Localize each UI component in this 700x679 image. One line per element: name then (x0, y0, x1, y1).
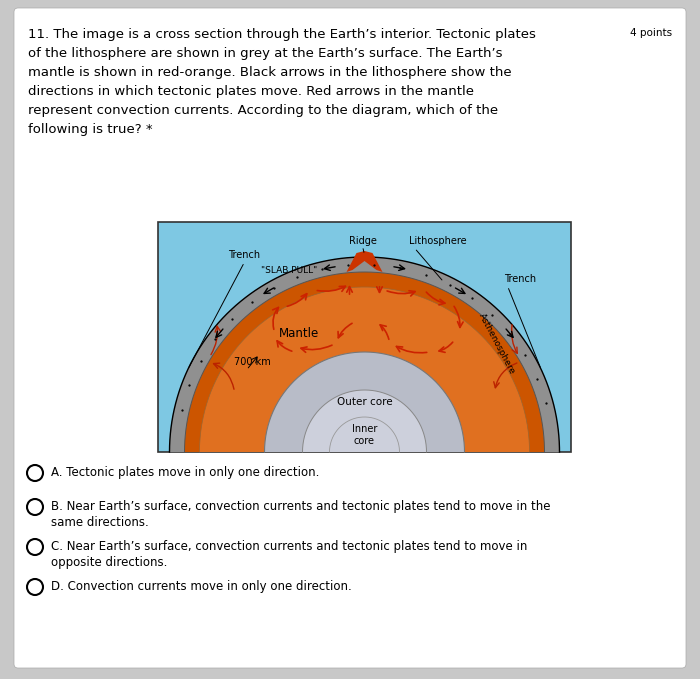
Text: A. Tectonic plates move in only one direction.: A. Tectonic plates move in only one dire… (51, 466, 319, 479)
Text: 11. The image is a cross section through the Earth’s interior. Tectonic plates: 11. The image is a cross section through… (28, 28, 536, 41)
Text: represent convection currents. According to the diagram, which of the: represent convection currents. According… (28, 104, 498, 117)
Text: mantle is shown in red-orange. Black arrows in the lithosphere show the: mantle is shown in red-orange. Black arr… (28, 66, 512, 79)
Text: same directions.: same directions. (51, 516, 148, 529)
Polygon shape (185, 272, 545, 452)
Text: B. Near Earth’s surface, convection currents and tectonic plates tend to move in: B. Near Earth’s surface, convection curr… (51, 500, 550, 513)
Text: D. Convection currents move in only one direction.: D. Convection currents move in only one … (51, 580, 351, 593)
Text: Asthenosphere: Asthenosphere (477, 312, 517, 376)
Polygon shape (169, 257, 559, 452)
FancyBboxPatch shape (14, 8, 686, 668)
Text: Outer core: Outer core (337, 397, 392, 407)
Text: following is true? *: following is true? * (28, 123, 153, 136)
Text: C. Near Earth’s surface, convection currents and tectonic plates tend to move in: C. Near Earth’s surface, convection curr… (51, 540, 527, 553)
Text: Mantle: Mantle (279, 327, 320, 340)
Text: Lithosphere: Lithosphere (410, 236, 467, 246)
Text: 4 points: 4 points (630, 28, 672, 38)
Text: Ridge: Ridge (349, 236, 377, 246)
Text: opposite directions.: opposite directions. (51, 556, 167, 569)
Text: Trench: Trench (228, 250, 260, 260)
Polygon shape (346, 251, 382, 272)
Text: 700 km: 700 km (234, 357, 272, 367)
Text: "SLAB PULL": "SLAB PULL" (261, 266, 318, 275)
Polygon shape (302, 390, 426, 452)
Text: directions in which tectonic plates move. Red arrows in the mantle: directions in which tectonic plates move… (28, 85, 474, 98)
Polygon shape (265, 352, 465, 452)
Bar (158, 222, 571, 452)
Text: of the lithosphere are shown in grey at the Earth’s surface. The Earth’s: of the lithosphere are shown in grey at … (28, 47, 503, 60)
Text: Trench: Trench (505, 274, 537, 284)
Polygon shape (169, 257, 559, 452)
Text: Inner
core: Inner core (352, 424, 377, 445)
